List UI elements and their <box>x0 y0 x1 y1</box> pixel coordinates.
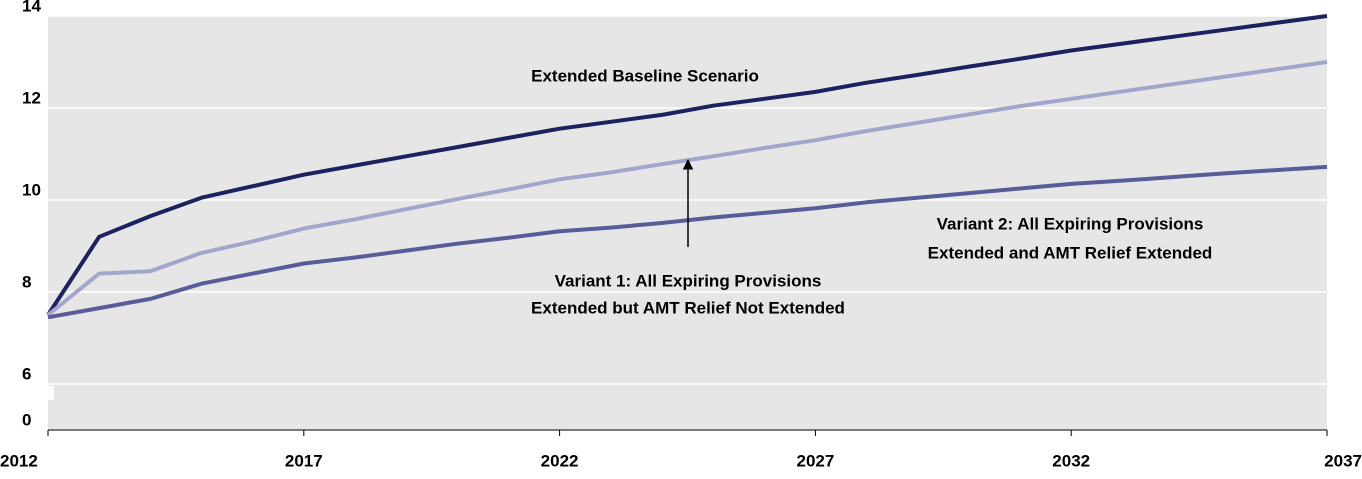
y-tick-label: 8 <box>22 272 31 291</box>
annotation: Extended Baseline Scenario <box>531 66 759 85</box>
y-tick-label: 12 <box>22 88 41 107</box>
x-tick-label: 2037 <box>1324 451 1362 470</box>
y-tick-label: 10 <box>22 180 41 199</box>
y-tick-label: 14 <box>22 0 41 15</box>
y-tick-label: 6 <box>22 364 31 383</box>
annotation: Variant 2: All Expiring Provisions <box>937 214 1204 233</box>
x-tick-label: 2022 <box>541 451 579 470</box>
x-tick-label: 2017 <box>285 451 323 470</box>
y-tick-label: 0 <box>22 410 31 429</box>
x-tick-label: 2032 <box>1052 451 1090 470</box>
series-line <box>46 14 1328 317</box>
annotation: Extended but AMT Relief Not Extended <box>531 298 845 317</box>
axis-break <box>42 386 54 400</box>
x-tick-label: 2012 <box>0 451 38 470</box>
x-tick-label: 2027 <box>796 451 834 470</box>
annotation: Extended and AMT Relief Extended <box>928 243 1213 262</box>
annotation: Variant 1: All Expiring Provisions <box>555 271 822 290</box>
